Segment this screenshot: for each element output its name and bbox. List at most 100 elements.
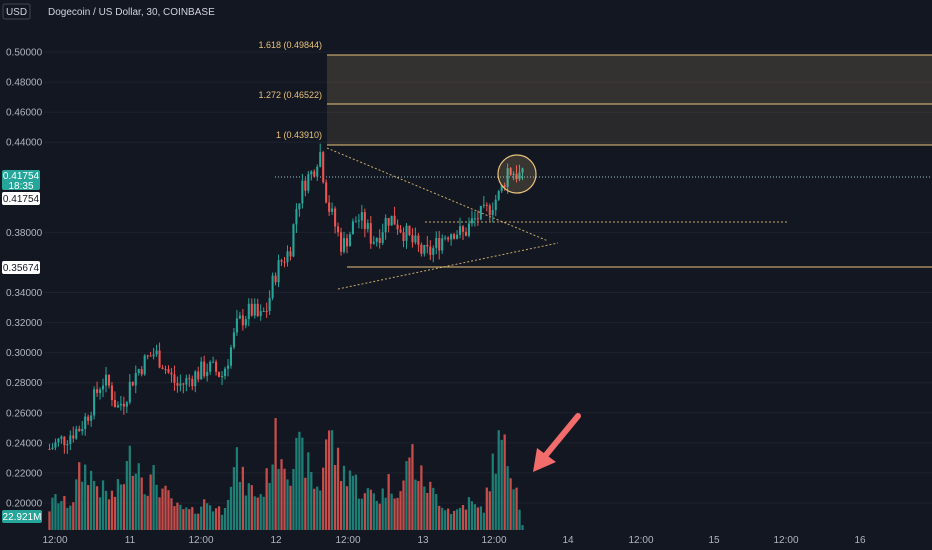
candle-body [277, 260, 280, 283]
candle-body [173, 374, 176, 383]
volume-bar [185, 507, 188, 530]
volume-bar [265, 468, 268, 530]
volume-bar [307, 452, 310, 530]
candle-body [197, 371, 200, 380]
volume-bar [348, 470, 352, 530]
volume-bar [435, 494, 438, 530]
candle-body [244, 319, 247, 326]
fib-extension[interactable]: 1.618 (0.49844) 1.272 (0.46522) 1 (0.439… [258, 40, 932, 146]
volume-bar [345, 486, 349, 530]
volume-bar [122, 484, 125, 530]
candle-body [206, 371, 209, 377]
candle-body [313, 171, 316, 177]
candle-body [405, 225, 408, 241]
candle-body [322, 152, 325, 183]
candle-body [87, 416, 90, 421]
candle-body [378, 238, 381, 243]
candle-body [473, 218, 476, 220]
candle-body [334, 208, 337, 227]
triangle-lower-trendline [337, 242, 559, 290]
candle-body [384, 217, 387, 233]
volume-bar [81, 481, 84, 530]
volume-bar [63, 495, 66, 530]
volume-bar [60, 501, 63, 530]
candle-body [423, 244, 426, 254]
candle-body [119, 403, 122, 406]
candle-body [140, 369, 143, 375]
countdown-value: 18:35 [8, 181, 33, 192]
candle-body [369, 223, 372, 244]
volume-bar [110, 490, 114, 530]
currency-box[interactable] [2, 3, 31, 20]
volume-bar [461, 505, 465, 530]
volume-bar [87, 485, 90, 530]
volume-bar [444, 510, 447, 530]
volume-bar [414, 479, 417, 530]
candle-body [137, 369, 140, 374]
fib-label-1618: 1.618 (0.49844) [258, 40, 322, 50]
volume-bar [250, 485, 253, 530]
candle-body [304, 180, 307, 191]
candle-body [438, 238, 441, 251]
volume-bar [229, 486, 233, 530]
candle-body [429, 246, 432, 255]
volume-bar [75, 479, 78, 530]
candle-body [125, 402, 128, 407]
candle-body [509, 168, 512, 175]
x-tick-label: 14 [562, 535, 574, 546]
volume-bar [280, 459, 283, 530]
volume-bar [167, 490, 170, 530]
candle-body [414, 235, 417, 243]
candle-body [161, 367, 164, 370]
x-axis[interactable]: 12:00 11 12:00 12 12:00 13 12:00 14 12:00 15 12:00… [42, 535, 866, 546]
x-tick-label: 12 [270, 535, 282, 546]
volume-bar [179, 504, 182, 530]
candle-body [319, 152, 322, 167]
volume-bar [238, 481, 242, 530]
volume-bar [170, 498, 173, 530]
volume-bar [69, 505, 72, 530]
candle-body [191, 378, 194, 387]
candle-body [96, 389, 99, 393]
volume-bar [155, 484, 158, 530]
candle-body [146, 355, 149, 357]
volume-bar [482, 512, 485, 530]
volume-bar [217, 506, 221, 530]
candle-body [316, 166, 319, 177]
candle-body [500, 185, 503, 192]
candle-body [482, 204, 485, 206]
candle-body [110, 385, 114, 400]
y-axis[interactable]: 0.50000 0.48000 0.46000 0.44000 0.38000 0.340… [6, 48, 43, 510]
candle-body [366, 223, 369, 230]
candle-body [476, 218, 479, 220]
candle-body [200, 361, 203, 380]
triangle-pattern[interactable] [275, 147, 932, 290]
candle-body [107, 374, 111, 386]
candle-body [447, 237, 450, 240]
volume-bar [375, 500, 378, 530]
volume-bar [295, 437, 298, 530]
candle-body [345, 238, 349, 247]
candlesticks[interactable] [48, 143, 524, 454]
candle-body [128, 381, 131, 403]
volume-bar [101, 480, 105, 530]
candle-body [402, 232, 405, 241]
x-tick-label: 16 [854, 535, 866, 546]
volume-bar [268, 482, 271, 530]
fib-zone-upper [327, 55, 932, 104]
candle-body [497, 191, 500, 200]
volume-bar [301, 437, 304, 530]
candle-body [143, 355, 146, 375]
candle-body [51, 447, 54, 450]
volume-bar [72, 502, 75, 530]
volume-bar [54, 494, 57, 530]
volume-bar [66, 507, 69, 530]
volume-bar [330, 430, 334, 530]
volume-bar [119, 484, 123, 530]
volume-bar [316, 486, 319, 530]
volume-bar [509, 478, 512, 530]
volume-bar [232, 467, 236, 530]
candle-body [286, 251, 289, 263]
